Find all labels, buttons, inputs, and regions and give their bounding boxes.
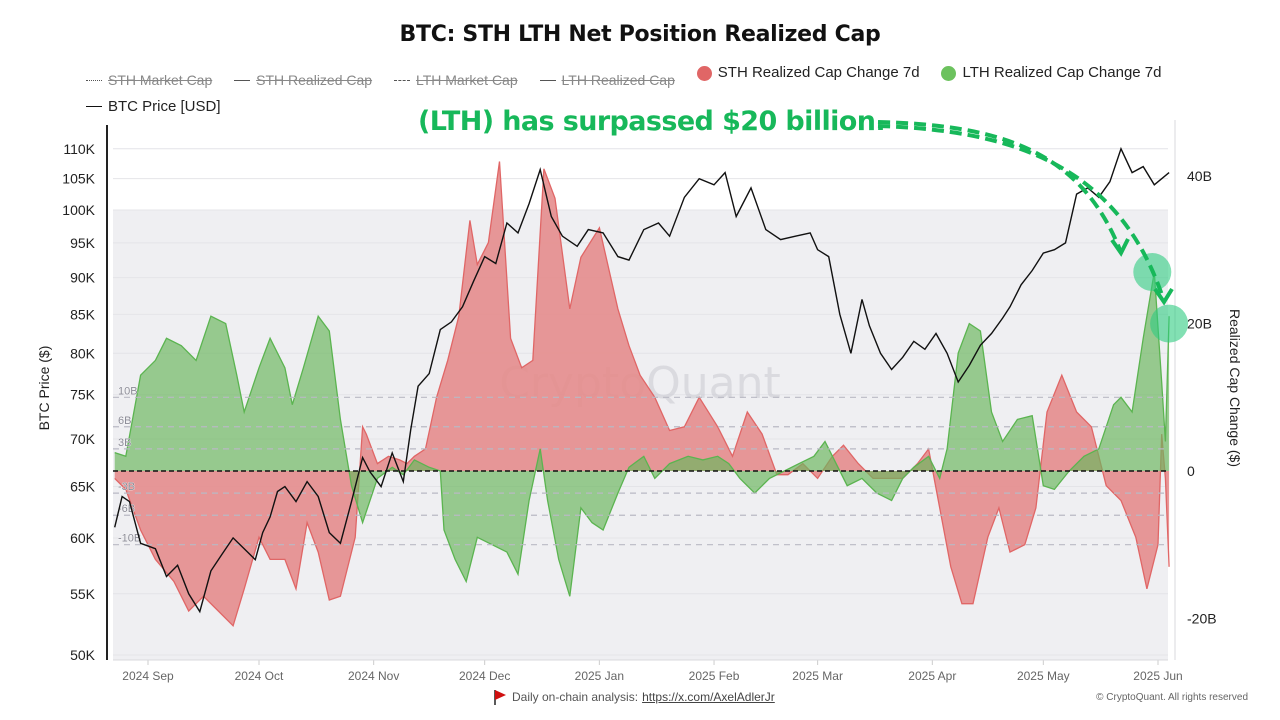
y-left-tick-label: 65K [70,479,96,495]
legend-dot-icon [941,65,957,81]
x-tick-label: 2024 Sep [122,669,174,683]
y-left-tick-label: 80K [70,345,96,361]
y-right-tick-label: 20B [1187,316,1212,332]
reference-line-label: -10B [118,533,141,545]
y-left-tick-label: 85K [70,306,96,322]
y-right-tick-label: -20B [1187,610,1217,626]
legend-swatch [86,79,102,81]
lth-realized-cap-change-area [114,272,1170,597]
legend-item-sth-market-cap[interactable]: STH Market Cap [86,69,212,91]
y-left-axis-title: BTC Price ($) [36,346,52,431]
y-left-tick-label: 60K [70,530,96,546]
legend-item-lth-realized-cap-change[interactable]: LTH Realized Cap Change 7d [941,62,1161,84]
y-left-tick-label: 100K [62,202,95,218]
y-left-tick-label: 55K [70,586,96,602]
y-right-tick-label: 0 [1187,463,1195,479]
footer-text: Daily on-chain analysis: [512,690,639,704]
legend-item-lth-realized-cap[interactable]: LTH Realized Cap [539,69,675,91]
y-right-tick-label: 40B [1187,168,1212,184]
legend-item-lth-market-cap[interactable]: LTH Market Cap [393,69,518,91]
highlight-circle [1150,304,1189,343]
reference-line-label: 3B [118,437,131,449]
y-left-tick-label: 110K [63,141,95,157]
arrowhead-icon [1153,287,1174,306]
copyright-text: © CryptoQuant. All rights reserved [1096,692,1248,703]
sth-realized-cap-change-area [114,161,1170,626]
y-left-tick-label: 75K [70,387,96,403]
y-left-tick-label: 50K [70,647,96,663]
y-left-tick-label: 90K [70,270,96,286]
x-tick-label: 2024 Oct [235,669,284,683]
annotation-arrow [877,120,1122,251]
legend-swatch [86,106,102,107]
btc-price-line [114,146,1170,614]
y-left-tick-label: 105K [62,171,95,187]
legend-item-sth-realized-cap-change[interactable]: STH Realized Cap Change 7d [696,62,920,84]
reference-line-label: 6B [118,415,131,427]
chart-title: BTC: STH LTH Net Position Realized Cap [399,22,881,47]
x-tick-label: 2025 Feb [689,669,740,683]
legend-dot-icon [696,65,712,81]
legend-swatch [393,79,410,81]
reference-line-label: -3B [118,481,135,493]
annotation-arrow [877,124,1165,299]
footer: Daily on-chain analysis: https://x.com/A… [493,689,775,705]
x-tick-label: 2025 Apr [908,669,956,683]
x-tick-label: 2025 May [1017,669,1070,683]
lth-realized-cap-change-line [114,271,1170,597]
x-tick-label: 2025 Mar [792,669,843,683]
x-tick-label: 2024 Nov [348,669,399,683]
x-tick-label: 2024 Dec [459,669,510,683]
red-flag-icon [494,690,506,705]
arrowhead-icon [1110,238,1130,257]
y-left-tick-label: 95K [70,235,96,251]
x-tick-label: 2025 Jun [1133,669,1182,683]
x-tick-label: 2025 Jan [575,669,624,683]
y-right-axis-title: Realized Cap Change ($) [1227,309,1243,467]
legend-swatch [539,79,556,81]
reference-line-label: 10B [118,385,138,397]
chart-legend: STH Market Cap STH Realized Cap LTH Mark… [86,62,1226,118]
annotation-text: (LTH) has surpassed $20 billion. [418,106,886,137]
legend-item-btc-price[interactable]: BTC Price [USD] [86,96,221,118]
y-left-tick-label: 70K [70,431,96,447]
legend-swatch [234,79,251,81]
footer-link[interactable]: https://x.com/AxelAdlerJr [642,690,775,704]
legend-item-sth-realized-cap[interactable]: STH Realized Cap [234,69,372,91]
